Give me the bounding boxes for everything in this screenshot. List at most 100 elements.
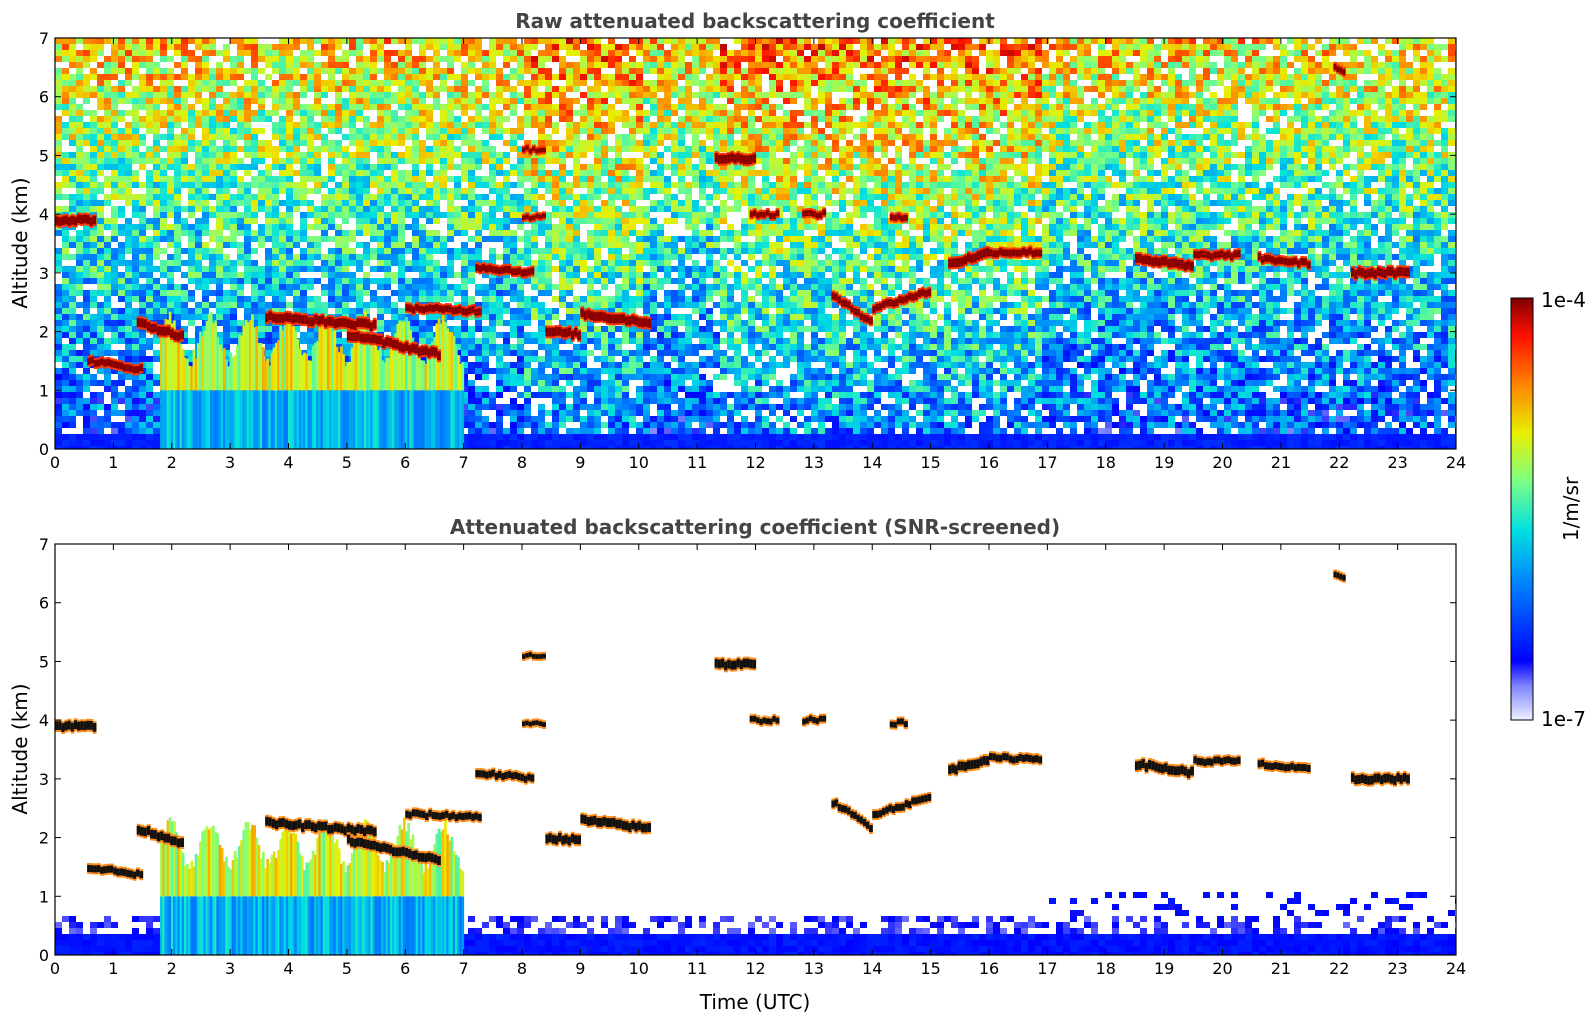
texture-cell (1231, 194, 1238, 200)
texture-cell (790, 92, 797, 98)
texture-cell (1091, 74, 1098, 80)
texture-cell (1434, 92, 1441, 98)
texture-cell (965, 152, 972, 158)
texture-cell (720, 116, 727, 122)
texture-cell (230, 164, 237, 170)
texture-cell (1000, 194, 1007, 200)
texture-cell (1301, 170, 1308, 176)
texture-cell (790, 56, 797, 62)
texture-cell (209, 38, 216, 44)
texture-cell (237, 134, 244, 140)
texture-cell (1231, 38, 1238, 44)
texture-cell (762, 98, 769, 104)
texture-cell (531, 104, 538, 110)
texture-cell (244, 122, 251, 128)
texture-cell (454, 146, 461, 152)
texture-cell (762, 134, 769, 140)
texture-cell (825, 164, 832, 170)
texture-cell (895, 50, 902, 56)
texture-cell (615, 176, 622, 182)
texture-cell (818, 44, 825, 50)
texture-cell (139, 62, 146, 68)
texture-cell (1364, 86, 1371, 92)
texture-cell (608, 56, 615, 62)
texture-cell (832, 140, 839, 146)
texture-cell (1021, 152, 1028, 158)
texture-cell (223, 50, 230, 56)
texture-cell (321, 146, 328, 152)
texture-cell (97, 206, 104, 212)
texture-cell (909, 56, 916, 62)
texture-cell (412, 110, 419, 116)
texture-cell (1357, 128, 1364, 134)
texture-cell (342, 206, 349, 212)
texture-cell (153, 110, 160, 116)
texture-cell (391, 200, 398, 206)
texture-cell (174, 74, 181, 80)
texture-cell (62, 92, 69, 98)
texture-cell (888, 56, 895, 62)
texture-cell (1049, 92, 1056, 98)
texture-cell (1371, 38, 1378, 44)
texture-cell (1371, 188, 1378, 194)
texture-cell (314, 68, 321, 74)
texture-cell (986, 98, 993, 104)
texture-cell (419, 74, 426, 80)
texture-cell (685, 110, 692, 116)
texture-cell (1406, 128, 1413, 134)
texture-cell (643, 116, 650, 122)
texture-cell (979, 92, 986, 98)
texture-cell (258, 206, 265, 212)
texture-cell (1294, 170, 1301, 176)
texture-cell (839, 116, 846, 122)
texture-cell (1161, 98, 1168, 104)
texture-cell (1364, 176, 1371, 182)
texture-cell (1448, 200, 1455, 206)
texture-cell (286, 50, 293, 56)
texture-cell (370, 74, 377, 80)
texture-cell (1259, 170, 1266, 176)
texture-cell (1301, 80, 1308, 86)
texture-cell (342, 194, 349, 200)
texture-cell (286, 62, 293, 68)
texture-cell (132, 44, 139, 50)
texture-cell (1413, 194, 1420, 200)
texture-cell (832, 80, 839, 86)
texture-cell (1147, 188, 1154, 194)
texture-cell (1364, 104, 1371, 110)
texture-cell (650, 176, 657, 182)
texture-cell (440, 56, 447, 62)
texture-cell (1217, 146, 1224, 152)
texture-cell (804, 86, 811, 92)
texture-cell (328, 80, 335, 86)
texture-cell (790, 188, 797, 194)
texture-cell (1210, 200, 1217, 206)
texture-cell (1210, 116, 1217, 122)
texture-cell (755, 86, 762, 92)
texture-cell (1329, 38, 1336, 44)
texture-cell (118, 50, 125, 56)
texture-cell (349, 86, 356, 92)
texture-cell (524, 164, 531, 170)
texture-cell (1112, 140, 1119, 146)
texture-cell (566, 44, 573, 50)
texture-cell (90, 146, 97, 152)
texture-cell (118, 152, 125, 158)
texture-cell (615, 110, 622, 116)
texture-cell (1070, 62, 1077, 68)
texture-cell (699, 116, 706, 122)
texture-cell (1021, 194, 1028, 200)
texture-cell (657, 164, 664, 170)
texture-cell (125, 134, 132, 140)
texture-cell (1070, 44, 1077, 50)
texture-cell (216, 68, 223, 74)
texture-cell (1413, 68, 1420, 74)
texture-cell (783, 170, 790, 176)
texture-cell (1140, 128, 1147, 134)
texture-cell (1049, 74, 1056, 80)
texture-cell (538, 194, 545, 200)
texture-cell (615, 188, 622, 194)
texture-cell (538, 134, 545, 140)
texture-cell (419, 50, 426, 56)
texture-cell (1203, 194, 1210, 200)
